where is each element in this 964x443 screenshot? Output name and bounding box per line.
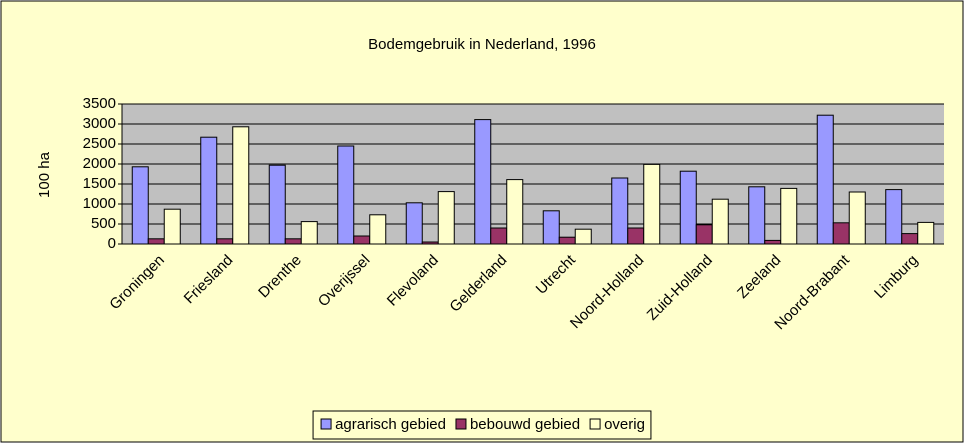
bar: [764, 239, 782, 245]
y-axis-label: 100 ha: [36, 151, 53, 198]
bar: [216, 238, 234, 245]
bar: [490, 227, 508, 245]
y-tick-label: 2000: [83, 155, 116, 172]
bar: [627, 227, 645, 245]
legend-swatch: [320, 418, 332, 430]
bar: [200, 136, 218, 245]
bar: [147, 238, 165, 245]
bar: [885, 189, 903, 245]
y-tick-label: 0: [108, 235, 116, 252]
bar: [748, 186, 766, 245]
bar: [679, 170, 697, 245]
legend-label: bebouwd gebied: [470, 416, 580, 433]
bar: [711, 198, 729, 245]
bar: [506, 179, 524, 245]
bar: [268, 164, 286, 245]
bar: [901, 233, 919, 245]
legend: agrarisch gebied bebouwd gebied overig: [312, 410, 652, 440]
legend-swatch: [589, 418, 601, 430]
y-tick-label: 2500: [83, 135, 116, 152]
y-tick-label: 1500: [83, 175, 116, 192]
bar: [558, 236, 576, 245]
bar: [300, 221, 318, 245]
bar: [611, 177, 629, 245]
legend-swatch: [455, 418, 467, 430]
bar: [337, 145, 355, 245]
bar: [574, 228, 592, 245]
bar: [474, 119, 492, 245]
bar: [405, 202, 423, 245]
bar: [232, 126, 250, 245]
bar: [353, 235, 371, 245]
bar: [542, 210, 560, 245]
bar: [780, 187, 798, 245]
bar: [437, 191, 455, 245]
plot-area: [122, 104, 944, 244]
y-tick-label: 3500: [83, 95, 116, 112]
bar: [163, 208, 181, 245]
y-tick-label: 3000: [83, 115, 116, 132]
bar: [369, 214, 387, 245]
bar: [695, 224, 713, 245]
bar: [131, 166, 149, 245]
bar: [917, 221, 935, 245]
y-tick-label: 500: [91, 215, 116, 232]
bar: [816, 114, 834, 245]
legend-label: overig: [604, 416, 645, 433]
bar: [643, 163, 661, 245]
chart-title: Bodemgebruik in Nederland, 1996: [368, 36, 596, 53]
bar: [848, 191, 866, 245]
bar: [832, 222, 850, 245]
bar: [284, 238, 302, 245]
legend-label: agrarisch gebied: [335, 416, 446, 433]
y-tick-label: 1000: [83, 195, 116, 212]
